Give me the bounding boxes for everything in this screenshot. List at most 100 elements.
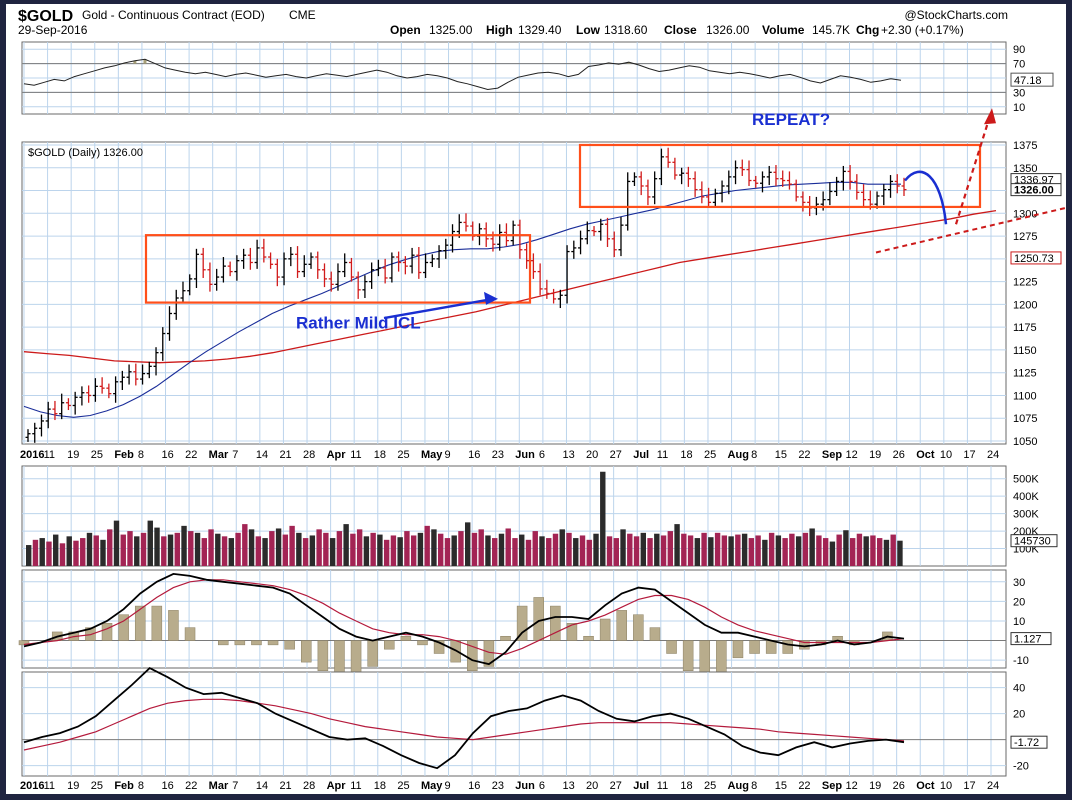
- price-x-tick-label: 13: [562, 449, 574, 461]
- price-bar: [288, 247, 294, 267]
- price-tick-label: 1150: [1013, 345, 1037, 357]
- volume-bar: [248, 529, 255, 566]
- volume-bar: [687, 535, 694, 566]
- bottom-x-tick-label: 18: [374, 780, 386, 792]
- annotation-repeat: REPEAT?: [752, 110, 830, 129]
- volume-label: Volume: [762, 23, 805, 37]
- macd-histogram-bar: [749, 640, 760, 654]
- volume-bar: [39, 538, 45, 566]
- bottom-x-tick-label: 23: [492, 780, 504, 792]
- macd-tick-label: -10: [1013, 655, 1029, 667]
- price-bar: [854, 174, 860, 200]
- macd-histogram-bar: [134, 605, 146, 641]
- price-bar: [59, 393, 65, 420]
- bottom-x-tick-label: 8: [751, 780, 757, 792]
- volume-bar: [242, 524, 248, 566]
- bottom-x-tick-label: 14: [256, 780, 268, 792]
- macd-histogram-bar: [417, 640, 428, 646]
- price-bar: [396, 251, 402, 272]
- bottom-x-tick-label: Jun: [515, 780, 535, 792]
- symbol-description: Gold - Continuous Contract (EOD): [82, 8, 265, 22]
- price-label: 1250.73: [1014, 253, 1054, 265]
- volume-last-box: [1010, 534, 1058, 548]
- volume-bar: [113, 520, 120, 566]
- price-bar: [362, 275, 368, 299]
- volume-bar: [856, 533, 863, 566]
- price-x-tick-label: 14: [256, 449, 268, 461]
- bottom-x-tick-label: Feb: [114, 780, 134, 792]
- price-x-tick-label: 2016: [20, 449, 44, 461]
- price-bar: [645, 179, 651, 206]
- price-bar: [241, 248, 247, 269]
- price-bar: [214, 268, 220, 291]
- price-panel-frame: [21, 141, 1007, 445]
- price-x-tick-label: Apr: [327, 449, 347, 461]
- bottom-x-tick-label: 25: [91, 780, 103, 792]
- bottom-x-tick-label: 22: [798, 780, 810, 792]
- volume-bar: [667, 531, 674, 566]
- price-bar: [861, 184, 867, 207]
- price-bar: [321, 263, 327, 288]
- price-bar: [544, 279, 550, 299]
- price-x-tick-label: 11: [44, 449, 55, 461]
- price-bar: [52, 400, 58, 421]
- trend-extension-line: [875, 206, 1066, 254]
- price-x-tick-label: 11: [657, 449, 668, 461]
- volume-bar: [309, 535, 316, 566]
- price-bar: [140, 364, 146, 385]
- macd-histogram-bar: [433, 640, 445, 654]
- volume-bar: [356, 529, 363, 566]
- volume-bar: [221, 536, 228, 566]
- macd-histogram-bar: [18, 640, 30, 646]
- bottom-x-tick-label: 24: [987, 780, 999, 792]
- volume-bar: [255, 536, 262, 566]
- price-bar: [510, 220, 516, 246]
- macd-histogram-bar: [716, 640, 727, 676]
- macd-histogram-bar: [301, 640, 312, 663]
- volume-bar: [134, 536, 140, 566]
- ma-short-line: [23, 181, 901, 418]
- price-bar: [38, 414, 44, 437]
- bottom-x-tick-label: 25: [704, 780, 716, 792]
- price-x-tick-label: 26: [893, 449, 905, 461]
- volume-bar: [741, 533, 748, 566]
- price-panel-title: $GOLD (Daily) 1326.00: [28, 147, 143, 159]
- bottom-x-tick-label: 10: [940, 780, 952, 792]
- macd-histogram-bar: [184, 627, 196, 641]
- volume-bar: [897, 540, 903, 566]
- macd-histogram-bar: [566, 623, 578, 641]
- volume-bar: [100, 539, 106, 566]
- osc-last-box: [1010, 735, 1048, 749]
- volume-bar: [282, 534, 289, 566]
- volume-bar: [53, 534, 59, 566]
- bottom-x-tick-label: 17: [963, 780, 975, 792]
- oscillator-panel-grid: [22, 672, 1006, 776]
- price-bar: [328, 271, 334, 292]
- volume-bar: [161, 536, 167, 566]
- price-bar: [692, 171, 698, 197]
- volume-bar: [275, 528, 282, 566]
- price-x-tick-label: 16: [468, 449, 480, 461]
- volume-bar: [174, 532, 180, 566]
- volume-bar: [647, 538, 653, 566]
- bottom-x-tick-label: 22: [185, 780, 197, 792]
- price-bar: [726, 170, 732, 195]
- price-x-tick-label: Jul: [633, 449, 649, 461]
- volume-bar: [154, 527, 160, 566]
- stock-chart: $GOLD Gold - Continuous Contract (EOD) C…: [18, 8, 1066, 792]
- price-bar: [618, 216, 624, 257]
- volume-bar: [890, 534, 896, 566]
- price-bar: [793, 179, 799, 202]
- price-bar: [382, 258, 388, 284]
- volume-bar: [262, 538, 268, 566]
- volume-bar: [552, 533, 559, 566]
- volume-bar: [147, 520, 153, 566]
- macd-histogram-bar: [765, 640, 777, 654]
- price-bar: [584, 221, 590, 245]
- osc-tick-label: 20: [1013, 709, 1025, 721]
- volume-bar: [694, 538, 701, 566]
- bottom-x-tick-label: May: [421, 780, 443, 792]
- volume-tick-label: 400K: [1013, 491, 1039, 503]
- volume-bar: [600, 471, 606, 566]
- volume-bar: [836, 534, 842, 566]
